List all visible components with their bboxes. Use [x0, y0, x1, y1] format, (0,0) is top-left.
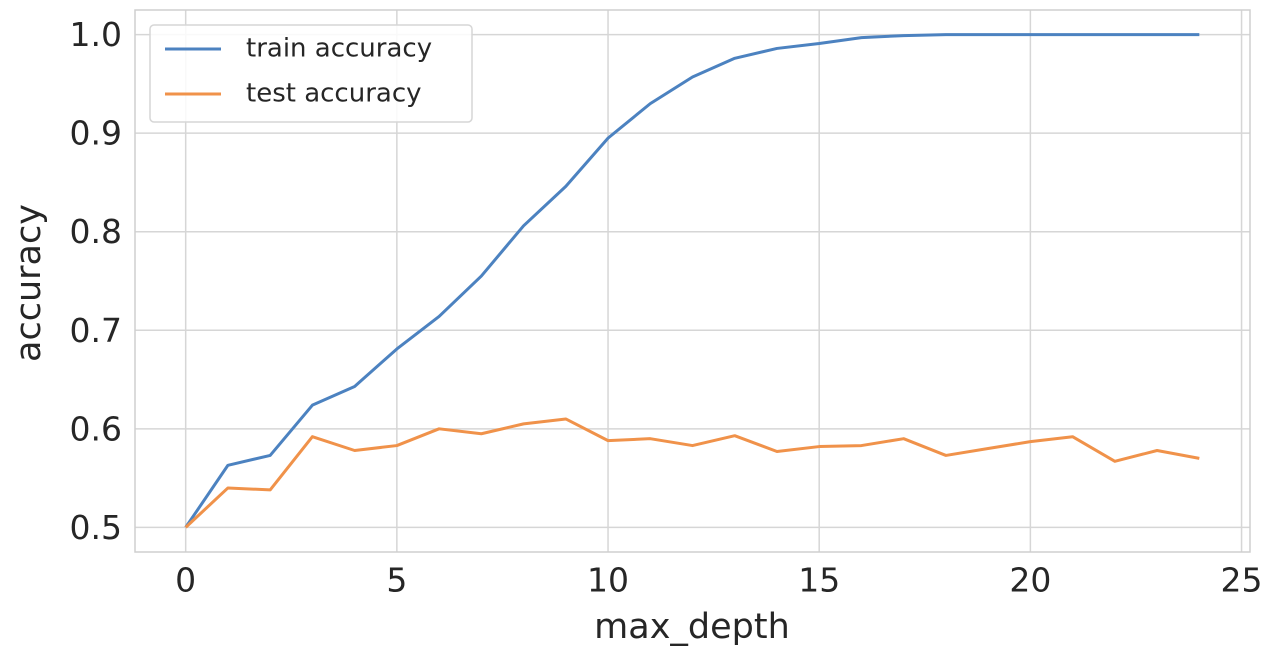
x-tick-label: 5 [386, 561, 407, 600]
y-tick-label: 0.8 [70, 212, 122, 251]
plot-lines [184, 33, 1200, 529]
data-line [184, 417, 1200, 529]
x-tick-label: 15 [798, 561, 840, 600]
x-tick-label: 0 [175, 561, 196, 600]
y-tick-label: 0.7 [70, 311, 122, 350]
y-tick-label: 0.9 [70, 114, 122, 153]
x-tick-label: 20 [1009, 561, 1051, 600]
x-tick-label: 25 [1221, 561, 1263, 600]
y-axis-label: accuracy [9, 204, 49, 362]
y-tick-label: 1.0 [70, 15, 122, 54]
x-axis-label: max_depth [594, 607, 790, 647]
legend: train accuracy test accuracy [149, 24, 473, 123]
legend-label: test accuracy [246, 79, 422, 109]
x-tick-label: 10 [587, 561, 629, 600]
legend-label: train accuracy [246, 34, 432, 64]
y-tick-label: 0.5 [70, 508, 122, 547]
plot-frame [134, 9, 1251, 553]
legend-box [149, 24, 473, 123]
y-tick-label: 0.6 [70, 409, 122, 448]
data-line [184, 33, 1200, 529]
